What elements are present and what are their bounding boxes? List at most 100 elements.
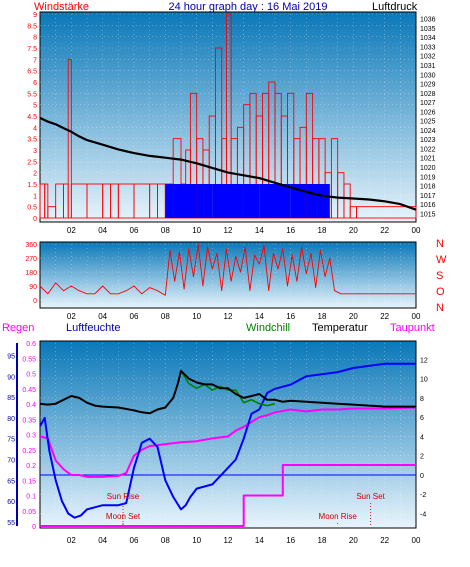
compass-direction-label: O (436, 286, 445, 298)
wind-y-tick-label: 8.5 (27, 23, 37, 30)
wind-y-tick-label: 7 (33, 57, 37, 64)
temperature-panel-x-tick-label: 22 (380, 536, 389, 545)
wind-bars-layer (39, 13, 417, 219)
direction-panel-x-tick-label: 12 (224, 312, 233, 321)
temperature-y-tick-label: 10 (420, 377, 428, 384)
temperature-y-tick-label: -2 (420, 492, 426, 499)
windchill-legend-label: Windchill (246, 322, 290, 334)
temperature-panel-x-tick-label: 00 (412, 536, 421, 545)
rain-y-tick-label: 0.4 (26, 402, 36, 409)
wind-speed-bar (44, 183, 49, 219)
temperature-panel-x-tick-label: 04 (98, 536, 107, 545)
direction-panel-background (39, 241, 417, 309)
direction-panel-x-tick-label: 10 (192, 312, 201, 321)
pressure-y-tick-label: 1032 (420, 54, 436, 61)
pressure-y-tick-label: 1021 (420, 156, 436, 163)
pressure-y-tick-label: 1019 (420, 174, 436, 181)
direction-y-tick-label: 180 (25, 270, 37, 277)
direction-panel-x-tick-label: 02 (67, 312, 76, 321)
astro-annotation-label: Moon Rise (319, 512, 358, 521)
temperature-y-tick-label: 4 (420, 434, 424, 441)
direction-y-tick-label: 270 (25, 256, 37, 263)
rain-y-tick-label: 0 (32, 524, 36, 531)
wind-speed-bar (356, 206, 417, 219)
temperature-y-tick-label: 8 (420, 396, 424, 403)
direction-y-tick-label: 90 (29, 284, 37, 291)
pressure-y-tick-label: 1017 (420, 193, 436, 200)
compass-direction-label: S (436, 270, 443, 282)
pressure-y-tick-label: 1018 (420, 184, 436, 191)
wind-gust-bar (165, 184, 174, 218)
wind-gust-bar (243, 184, 260, 218)
pressure-y-tick-label: 1035 (420, 26, 436, 33)
direction-panel-x-tick-label: 06 (130, 312, 139, 321)
humidity-axis-label: Luftfeuchte (66, 322, 120, 334)
humidity-y-tick-label: 85 (7, 395, 15, 402)
temperature-panel-x-tick-label: 20 (349, 536, 358, 545)
wind-y-tick-label: 3 (33, 148, 37, 155)
wind-panel-x-tick-label: 02 (67, 226, 76, 235)
wind-y-tick-label: 5 (33, 103, 37, 110)
humidity-y-tick-label: 65 (7, 478, 15, 485)
wind-panel-x-tick-label: 20 (349, 226, 358, 235)
annotations-layer: Sun Rise Moon Set Sun Set Moon Rise (106, 492, 386, 526)
temperature-y-tick-label: -4 (420, 511, 426, 518)
rain-y-tick-label: 0.3 (26, 433, 36, 440)
pressure-y-tick-label: 1016 (420, 202, 436, 209)
astro-annotation-label: Sun Set (356, 492, 385, 501)
wind-y-tick-label: 1 (33, 193, 37, 200)
wind-axis-label: Windstärke (34, 1, 89, 13)
wind-y-tick-label: 5.5 (27, 91, 37, 98)
temperature-panel-x-tick-label: 02 (67, 536, 76, 545)
wind-panel-x-tick-label: 08 (161, 226, 170, 235)
wind-y-tick-label: 9 (33, 12, 37, 19)
direction-panel-x-tick-label: 14 (255, 312, 264, 321)
temperature-y-tick-label: 12 (420, 357, 428, 364)
temperature-line (39, 369, 416, 415)
wind-panel-x-tick-label: 12 (224, 226, 233, 235)
temperature-panel-x-tick-label: 14 (255, 536, 264, 545)
dewpoint-line (39, 406, 417, 478)
rain-y-tick-label: 0.05 (22, 509, 36, 516)
humidity-y-tick-label: 80 (7, 416, 15, 423)
temperature-y-tick-label: 6 (420, 415, 424, 422)
wind-gust-bar (275, 184, 291, 218)
wind-gust-bar (306, 184, 322, 218)
temperature-panel-x-tick-label: 18 (318, 536, 327, 545)
pressure-y-tick-label: 1020 (420, 165, 436, 172)
temperature-y-tick-label: 0 (420, 473, 424, 480)
wind-direction-line (39, 243, 416, 296)
wind-panel-x-tick-label: 06 (130, 226, 139, 235)
pressure-y-tick-label: 1031 (420, 63, 436, 70)
pressure-axis-label: Luftdruck (372, 1, 418, 13)
humidity-y-tick-label: 70 (7, 457, 15, 464)
temperature-panel-background (39, 340, 417, 529)
wind-gust-bar (259, 184, 275, 218)
pressure-y-tick-label: 1029 (420, 82, 436, 89)
wind-y-tick-label: 8 (33, 35, 37, 42)
astro-annotation-label: Sun Rise (107, 492, 140, 501)
pressure-y-tick-label: 1036 (420, 17, 436, 24)
wind-y-tick-label: 2.5 (27, 159, 37, 166)
wind-gust-bar (181, 184, 197, 218)
windchill-line (180, 370, 276, 407)
pressure-y-tick-label: 1025 (420, 119, 436, 126)
direction-panel-x-tick-label: 22 (380, 312, 389, 321)
temperature-panel-x-tick-label: 08 (161, 536, 170, 545)
direction-panel-x-tick-label: 16 (286, 312, 295, 321)
rain-y-tick-label: 0.45 (22, 387, 36, 394)
astro-annotation-label: Moon Set (106, 512, 141, 521)
direction-panel-x-tick-label: 08 (161, 312, 170, 321)
pressure-y-tick-label: 1033 (420, 44, 436, 51)
wind-panel-x-tick-label: 22 (380, 226, 389, 235)
temperature-legend-label: Temperatur (312, 322, 368, 334)
wind-panel-x-tick-label: 14 (255, 226, 264, 235)
pressure-y-tick-label: 1024 (420, 128, 436, 135)
wind-gust-bar (290, 184, 307, 218)
pressure-y-tick-label: 1028 (420, 91, 436, 98)
direction-y-tick-label: 360 (25, 242, 37, 249)
rain-y-tick-label: 0.25 (22, 448, 36, 455)
rain-y-tick-label: 0.35 (22, 417, 36, 424)
wind-y-tick-label: 4.5 (27, 114, 37, 121)
